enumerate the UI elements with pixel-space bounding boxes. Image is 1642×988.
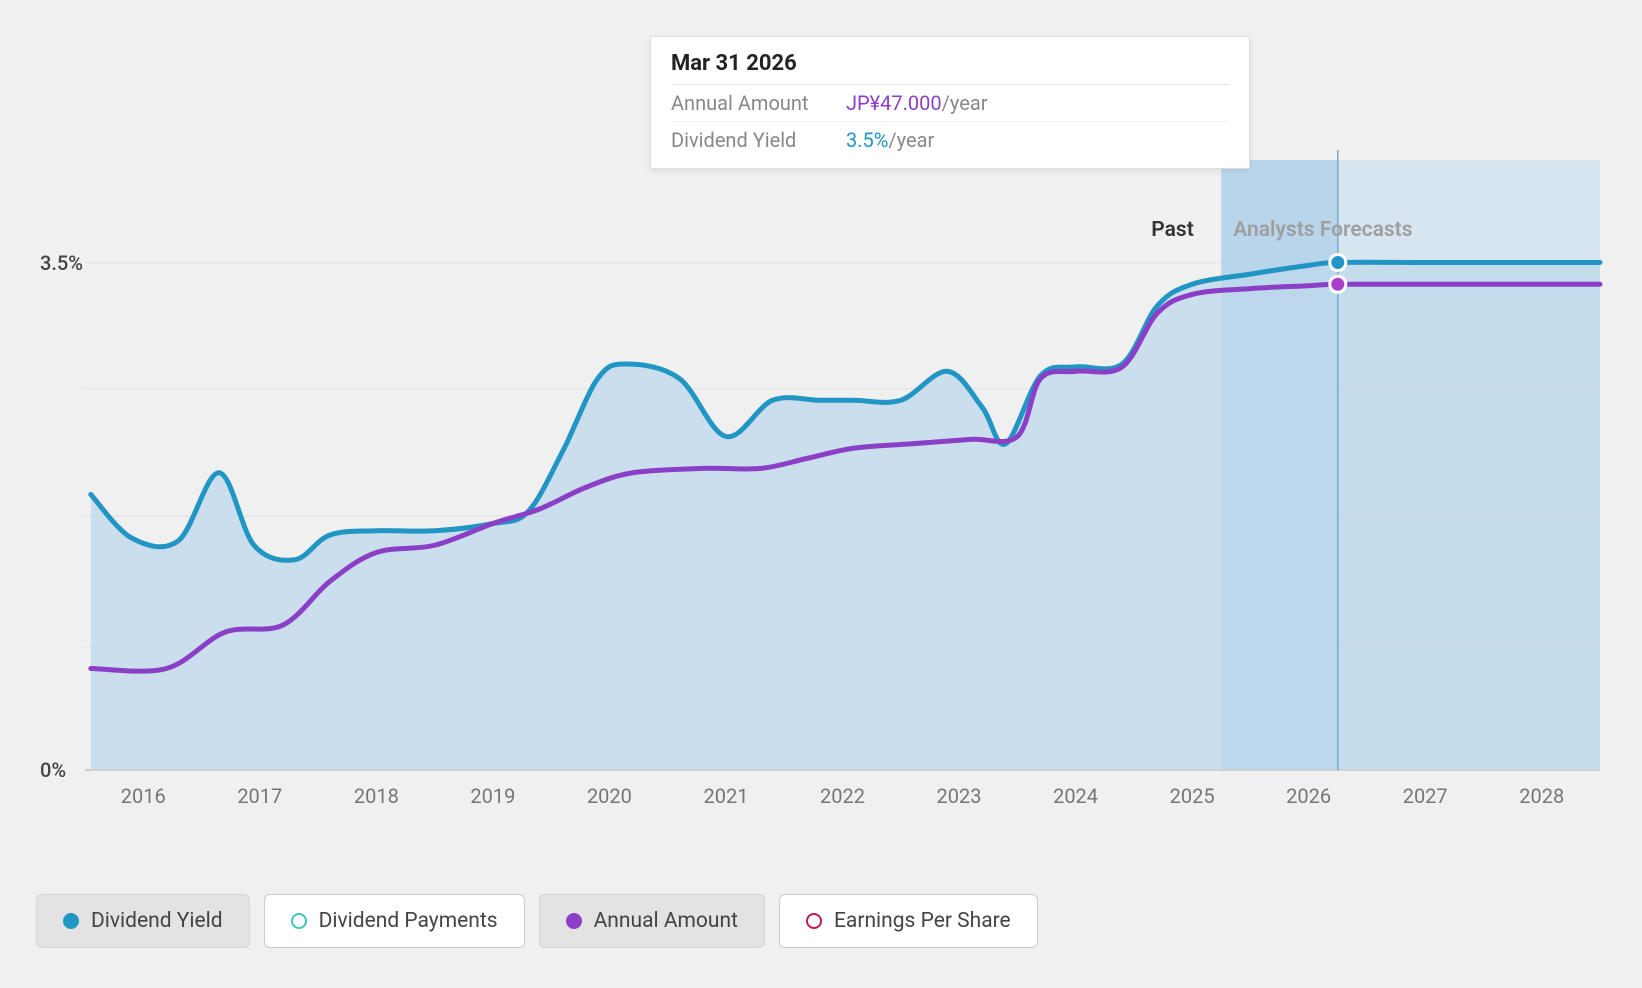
tooltip-row-label: Annual Amount <box>671 91 846 115</box>
x-axis-tick-label: 2028 <box>1519 784 1564 808</box>
dividend-chart-container: Mar 31 2026 Annual AmountJP¥47.000/yearD… <box>0 0 1642 988</box>
x-axis-tick-label: 2024 <box>1053 784 1098 808</box>
x-axis-tick-label: 2025 <box>1170 784 1215 808</box>
legend-item-dividend-yield[interactable]: Dividend Yield <box>36 894 250 948</box>
legend-label: Dividend Yield <box>91 909 223 933</box>
x-axis-tick-label: 2020 <box>587 784 632 808</box>
legend-swatch <box>566 913 582 929</box>
tooltip-row: Annual AmountJP¥47.000/year <box>671 85 1229 122</box>
x-axis-tick-label: 2018 <box>354 784 399 808</box>
hover-tooltip: Mar 31 2026 Annual AmountJP¥47.000/yearD… <box>650 36 1250 169</box>
legend-swatch <box>63 913 79 929</box>
y-axis-tick-label: 3.5% <box>40 251 83 275</box>
forecast-region-label: Analysts Forecasts <box>1233 218 1412 242</box>
x-axis-tick-label: 2027 <box>1403 784 1448 808</box>
chart-legend: Dividend Yield Dividend Payments Annual Am… <box>36 894 1038 948</box>
tooltip-row-unit: /year <box>888 128 934 152</box>
legend-label: Annual Amount <box>594 909 738 933</box>
tooltip-row-value: 3.5% <box>846 128 888 152</box>
x-axis-tick-label: 2021 <box>703 784 748 808</box>
x-axis-tick-label: 2023 <box>937 784 982 808</box>
legend-label: Earnings Per Share <box>834 909 1011 933</box>
legend-item-annual-amount[interactable]: Annual Amount <box>539 894 765 948</box>
tooltip-row-value: JP¥47.000 <box>846 91 942 115</box>
x-axis-tick-label: 2019 <box>470 784 515 808</box>
y-axis-tick-label: 0% <box>40 758 66 782</box>
tooltip-date: Mar 31 2026 <box>671 51 1229 85</box>
tooltip-row: Dividend Yield3.5%/year <box>671 122 1229 158</box>
legend-item-dividend-payments[interactable]: Dividend Payments <box>264 894 525 948</box>
tooltip-rows: Annual AmountJP¥47.000/yearDividend Yiel… <box>671 85 1229 158</box>
legend-swatch <box>291 913 307 929</box>
x-axis-tick-label: 2016 <box>121 784 166 808</box>
past-region-label: Past <box>1151 218 1194 242</box>
tooltip-row-unit: /year <box>942 91 988 115</box>
tooltip-row-label: Dividend Yield <box>671 128 846 152</box>
legend-item-earnings-per-share[interactable]: Earnings Per Share <box>779 894 1038 948</box>
x-axis-tick-label: 2022 <box>820 784 865 808</box>
x-axis-tick-label: 2017 <box>237 784 282 808</box>
legend-swatch <box>806 913 822 929</box>
x-axis-tick-label: 2026 <box>1286 784 1331 808</box>
legend-label: Dividend Payments <box>319 909 498 933</box>
